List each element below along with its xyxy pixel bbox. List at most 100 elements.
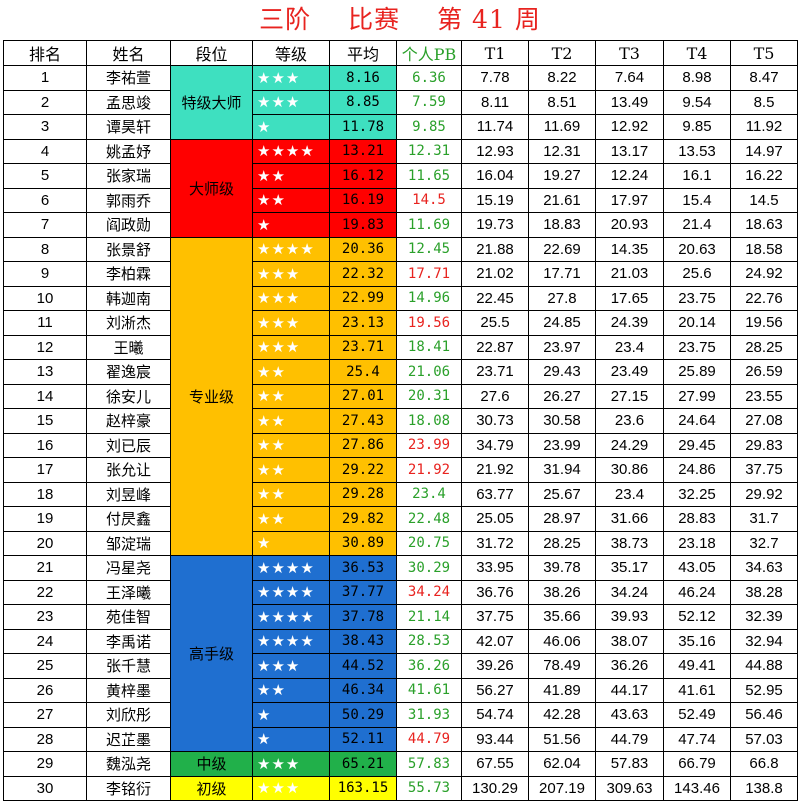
grade-stars: ★★ xyxy=(252,383,330,409)
trial-t5-cell: 8.47 xyxy=(730,65,798,91)
trial-t2-cell: 41.89 xyxy=(528,677,596,703)
personal-best-cell: 41.61 xyxy=(396,677,462,703)
grade-stars: ★★★ xyxy=(252,653,330,679)
trial-t3-cell: 38.07 xyxy=(595,628,664,654)
trial-t3-cell: 24.39 xyxy=(595,310,664,336)
average-cell: 13.21 xyxy=(329,138,397,164)
trial-t3-cell: 12.92 xyxy=(595,114,664,140)
personal-best-cell: 21.14 xyxy=(396,604,462,630)
personal-best-cell: 31.93 xyxy=(396,702,462,728)
grade-stars: ★★ xyxy=(252,163,330,189)
average-cell: 50.29 xyxy=(329,702,397,728)
rank-cell: 16 xyxy=(3,432,87,458)
table-row: 9 李柏霖 ★★★ 22.32 17.71 21.02 17.71 21.03 25.6 24.9… xyxy=(3,261,798,287)
rank-cell: 21 xyxy=(3,555,87,581)
grade-stars: ★★★ xyxy=(252,775,330,801)
personal-best-cell: 36.26 xyxy=(396,653,462,679)
trial-t1-cell: 33.95 xyxy=(461,555,529,581)
rank-cell: 5 xyxy=(3,163,87,189)
personal-best-cell: 57.83 xyxy=(396,751,462,777)
trial-t3-cell: 23.4 xyxy=(595,481,664,507)
grade-stars: ★★★★ xyxy=(252,604,330,630)
table-row: 23 苑佳智 ★★★★ 37.78 21.14 37.75 35.66 39.93 52.12 3… xyxy=(3,604,798,630)
name-cell: 徐安儿 xyxy=(86,383,171,409)
grade-stars: ★★★ xyxy=(252,334,330,360)
trial-t1-cell: 27.6 xyxy=(461,383,529,409)
trial-t3-cell: 13.49 xyxy=(595,89,664,115)
grade-stars: ★★ xyxy=(252,408,330,434)
header-segment: 段位 xyxy=(170,40,253,66)
rank-cell: 20 xyxy=(3,530,87,556)
trial-t3-cell: 7.64 xyxy=(595,65,664,91)
trial-t4-cell: 21.4 xyxy=(663,212,731,238)
average-cell: 29.22 xyxy=(329,457,397,483)
trial-t1-cell: 22.87 xyxy=(461,334,529,360)
table-row: 16 刘已辰 ★★ 27.86 23.99 34.79 23.99 24.29 29.45 29.… xyxy=(3,432,798,458)
header-row: 排名 姓名 段位 等级 平均 个人PB T1 T2 T3 T4 T5 xyxy=(3,40,798,66)
trial-t4-cell: 20.63 xyxy=(663,236,731,262)
trial-t5-cell: 29.83 xyxy=(730,432,798,458)
table-row: 4 姚孟妤 大师级 ★★★★ 13.21 12.31 12.93 12.31 13.17 13.5… xyxy=(3,138,798,238)
average-cell: 11.78 xyxy=(329,114,397,140)
trial-t4-cell: 47.74 xyxy=(663,726,731,752)
table-row: 8 张景舒 专业级 ★★★★ 20.36 12.45 21.88 22.69 14.35 20.6… xyxy=(3,236,798,556)
trial-t5-cell: 32.94 xyxy=(730,628,798,654)
personal-best-cell: 12.31 xyxy=(396,138,462,164)
trial-t2-cell: 42.28 xyxy=(528,702,596,728)
trial-t5-cell: 16.22 xyxy=(730,163,798,189)
segment-cell: 大师级 xyxy=(170,138,253,238)
trial-t4-cell: 28.83 xyxy=(663,506,731,532)
name-cell: 张景舒 xyxy=(86,236,171,262)
table-row: 7 阎政勋 ★ 19.83 11.69 19.73 18.83 20.93 21.4 18.63 xyxy=(3,212,798,238)
trial-t4-cell: 24.64 xyxy=(663,408,731,434)
trial-t2-cell: 35.66 xyxy=(528,604,596,630)
trial-t5-cell: 32.7 xyxy=(730,530,798,556)
header-average: 平均 xyxy=(329,40,397,66)
trial-t4-cell: 32.25 xyxy=(663,481,731,507)
name-cell: 冯星尧 xyxy=(86,555,171,581)
grade-stars: ★ xyxy=(252,702,330,728)
rank-cell: 4 xyxy=(3,138,87,164)
table-row: 28 迟芷墨 ★ 52.11 44.79 93.44 51.56 44.79 47.74 57.0… xyxy=(3,726,798,752)
rank-cell: 7 xyxy=(3,212,87,238)
rank-cell: 19 xyxy=(3,506,87,532)
grade-stars: ★★ xyxy=(252,677,330,703)
trial-t2-cell: 17.71 xyxy=(528,261,596,287)
table-row: 17 张允让 ★★ 29.22 21.92 21.92 31.94 30.86 24.86 37.… xyxy=(3,457,798,483)
trial-t1-cell: 54.74 xyxy=(461,702,529,728)
table-row: 24 李禹诺 ★★★★ 38.43 28.53 42.07 46.06 38.07 35.16 3… xyxy=(3,628,798,654)
name-cell: 韩迦南 xyxy=(86,285,171,311)
personal-best-cell: 44.79 xyxy=(396,726,462,752)
trial-t5-cell: 29.92 xyxy=(730,481,798,507)
grade-stars: ★★ xyxy=(252,457,330,483)
trial-t5-cell: 57.03 xyxy=(730,726,798,752)
table-row: 14 徐安儿 ★★ 27.01 20.31 27.6 26.27 27.15 27.99 23.5… xyxy=(3,383,798,409)
trial-t4-cell: 15.4 xyxy=(663,187,731,213)
trial-t4-cell: 20.14 xyxy=(663,310,731,336)
trial-t1-cell: 37.75 xyxy=(461,604,529,630)
trial-t2-cell: 29.43 xyxy=(528,359,596,385)
trial-t1-cell: 25.05 xyxy=(461,506,529,532)
header-t3: T3 xyxy=(595,40,664,66)
trial-t3-cell: 14.35 xyxy=(595,236,664,262)
rank-cell: 3 xyxy=(3,114,87,140)
header-rank: 排名 xyxy=(3,40,87,66)
trial-t4-cell: 25.6 xyxy=(663,261,731,287)
trial-t1-cell: 21.92 xyxy=(461,457,529,483)
name-cell: 姚孟妤 xyxy=(86,138,171,164)
rank-cell: 8 xyxy=(3,236,87,262)
average-cell: 30.89 xyxy=(329,530,397,556)
personal-best-cell: 18.41 xyxy=(396,334,462,360)
rank-cell: 1 xyxy=(3,65,87,91)
trial-t1-cell: 67.55 xyxy=(461,751,529,777)
trial-t3-cell: 57.83 xyxy=(595,751,664,777)
trial-t2-cell: 38.26 xyxy=(528,579,596,605)
trial-t4-cell: 23.75 xyxy=(663,334,731,360)
average-cell: 37.77 xyxy=(329,579,397,605)
grade-stars: ★★★ xyxy=(252,65,330,91)
rank-cell: 23 xyxy=(3,604,87,630)
trial-t5-cell: 23.55 xyxy=(730,383,798,409)
rank-cell: 11 xyxy=(3,310,87,336)
trial-t1-cell: 22.45 xyxy=(461,285,529,311)
segment-cell: 初级 xyxy=(170,775,253,801)
